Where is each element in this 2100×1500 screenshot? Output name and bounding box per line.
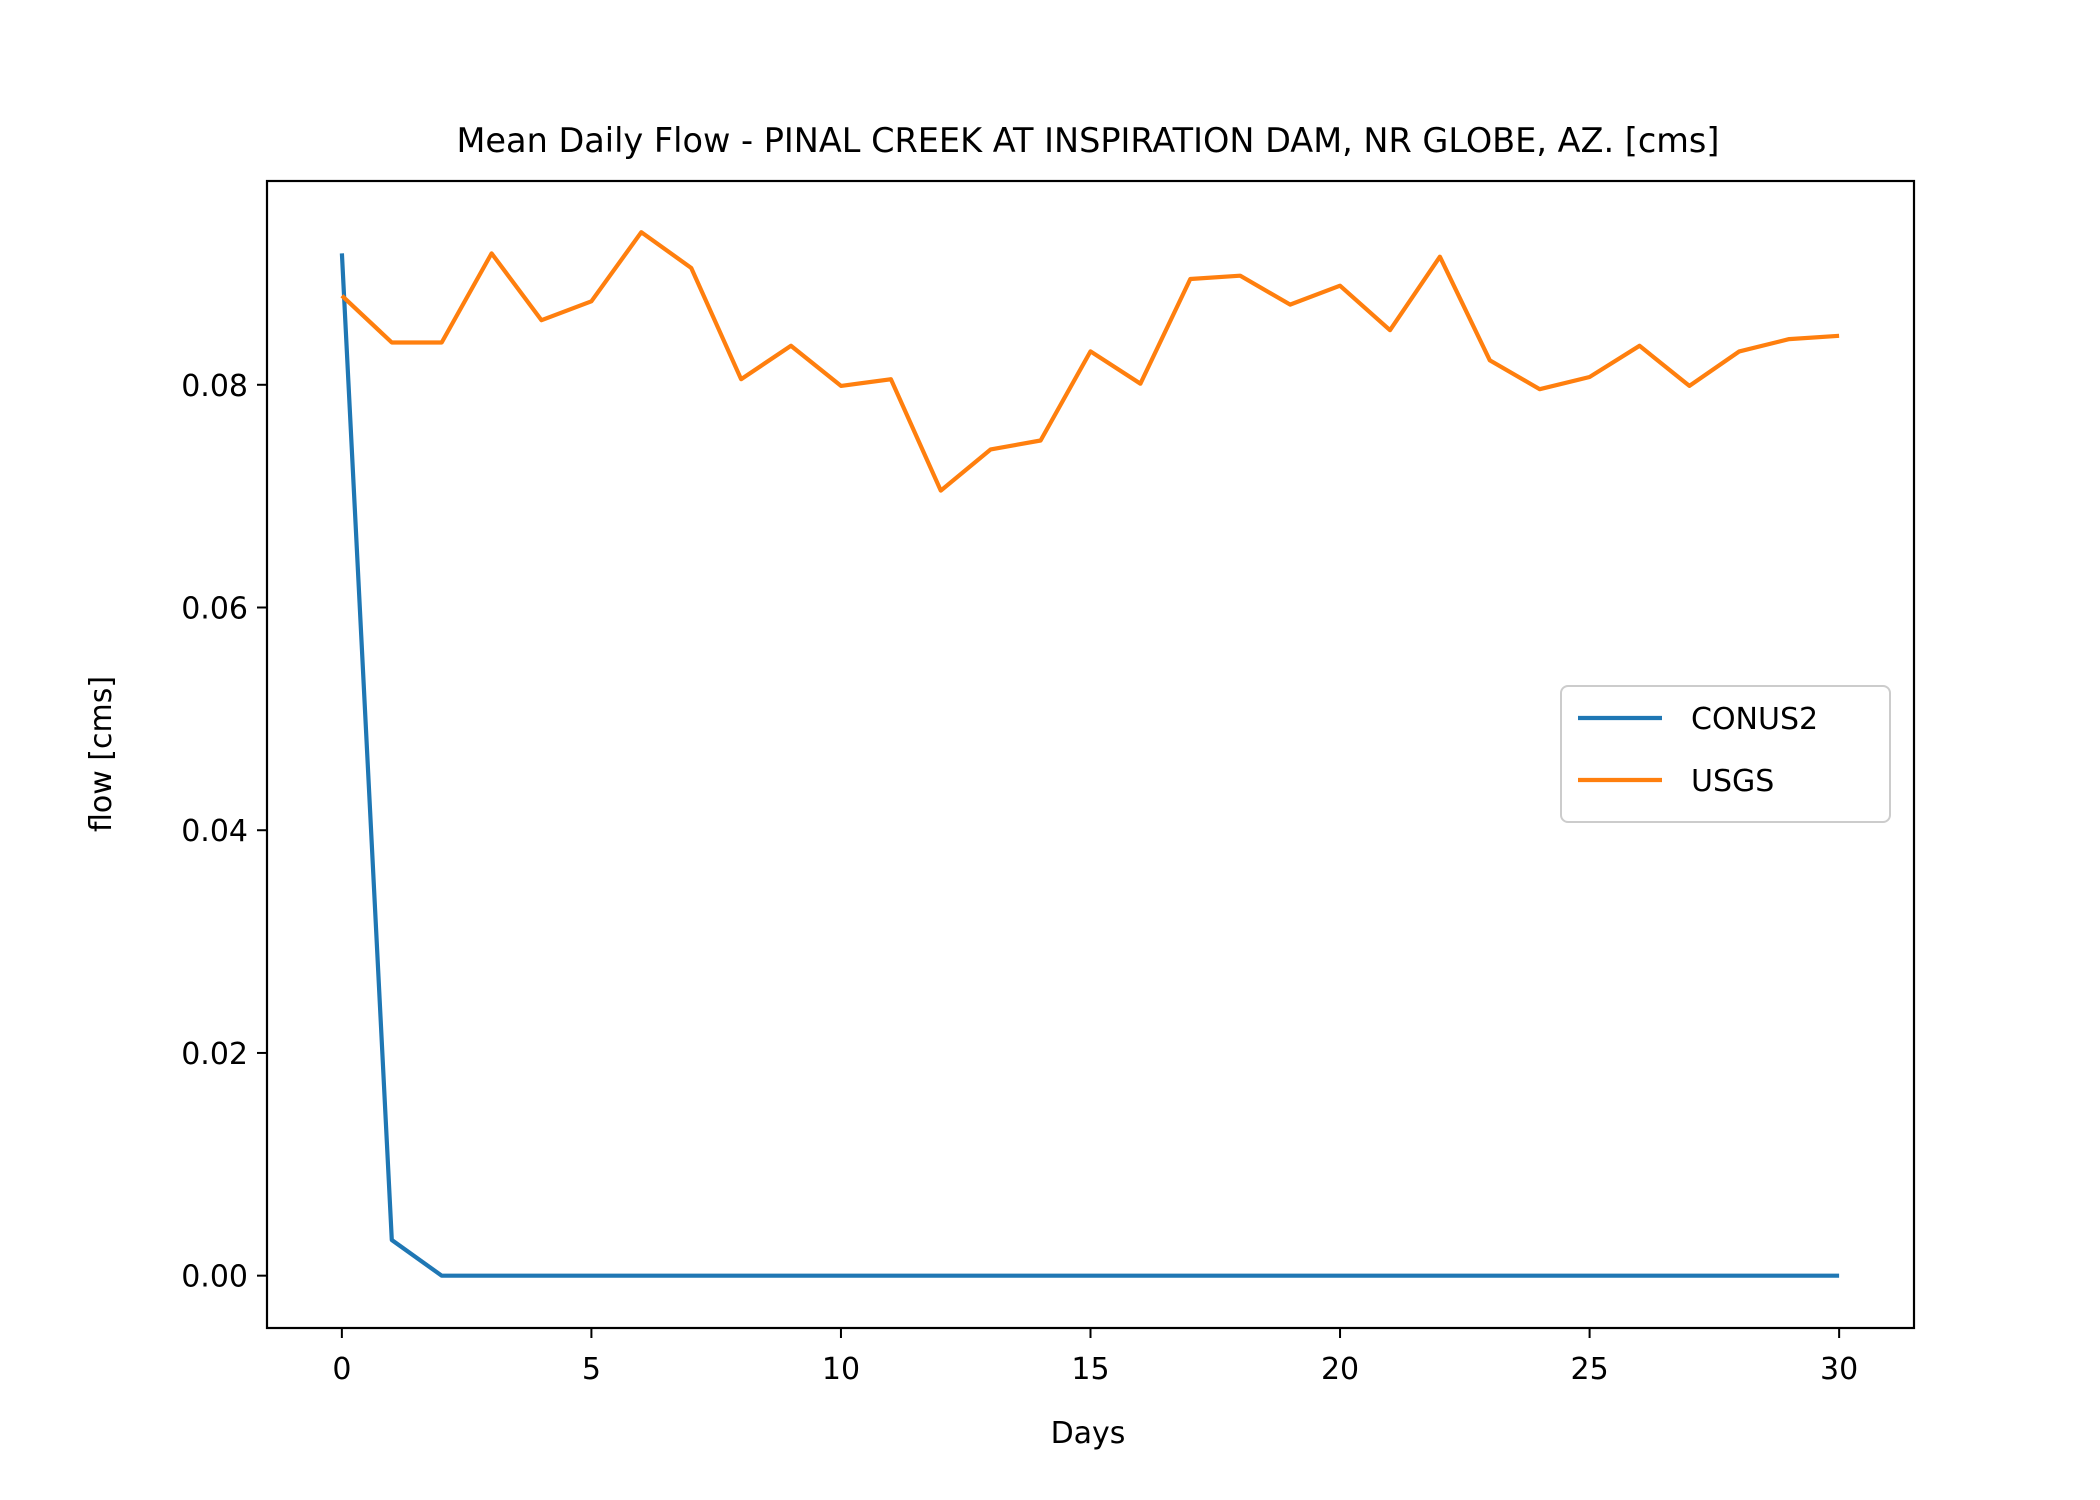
- legend-label-usgs: USGS: [1691, 764, 1774, 799]
- x-tick-label: 0: [332, 1352, 351, 1387]
- x-tick-label: 25: [1570, 1352, 1608, 1387]
- y-tick-label: 0.02: [181, 1037, 248, 1072]
- y-axis: 0.00 0.02 0.04 0.06 0.08: [181, 369, 267, 1295]
- x-tick-label: 10: [822, 1352, 860, 1387]
- x-tick-label: 30: [1820, 1352, 1858, 1387]
- y-tick-label: 0.04: [181, 814, 248, 849]
- y-axis-label: flow [cms]: [84, 676, 119, 832]
- y-tick-label: 0.00: [181, 1260, 248, 1295]
- y-tick-label: 0.06: [181, 592, 248, 627]
- chart-title: Mean Daily Flow - PINAL CREEK AT INSPIRA…: [457, 121, 1720, 160]
- legend-label-conus2: CONUS2: [1691, 702, 1818, 737]
- x-tick-label: 20: [1321, 1352, 1359, 1387]
- x-tick-label: 5: [582, 1352, 601, 1387]
- x-tick-label: 15: [1071, 1352, 1109, 1387]
- series-line-conus2: [339, 253, 1840, 1278]
- legend: CONUS2 USGS: [1560, 685, 1891, 823]
- plot-area: [339, 230, 1840, 1278]
- y-tick-label: 0.08: [181, 369, 248, 404]
- x-axis: 0 5 10 15 20 25 30: [332, 1328, 1858, 1387]
- x-axis-label: Days: [1051, 1416, 1126, 1451]
- series-line-usgs: [340, 230, 1840, 493]
